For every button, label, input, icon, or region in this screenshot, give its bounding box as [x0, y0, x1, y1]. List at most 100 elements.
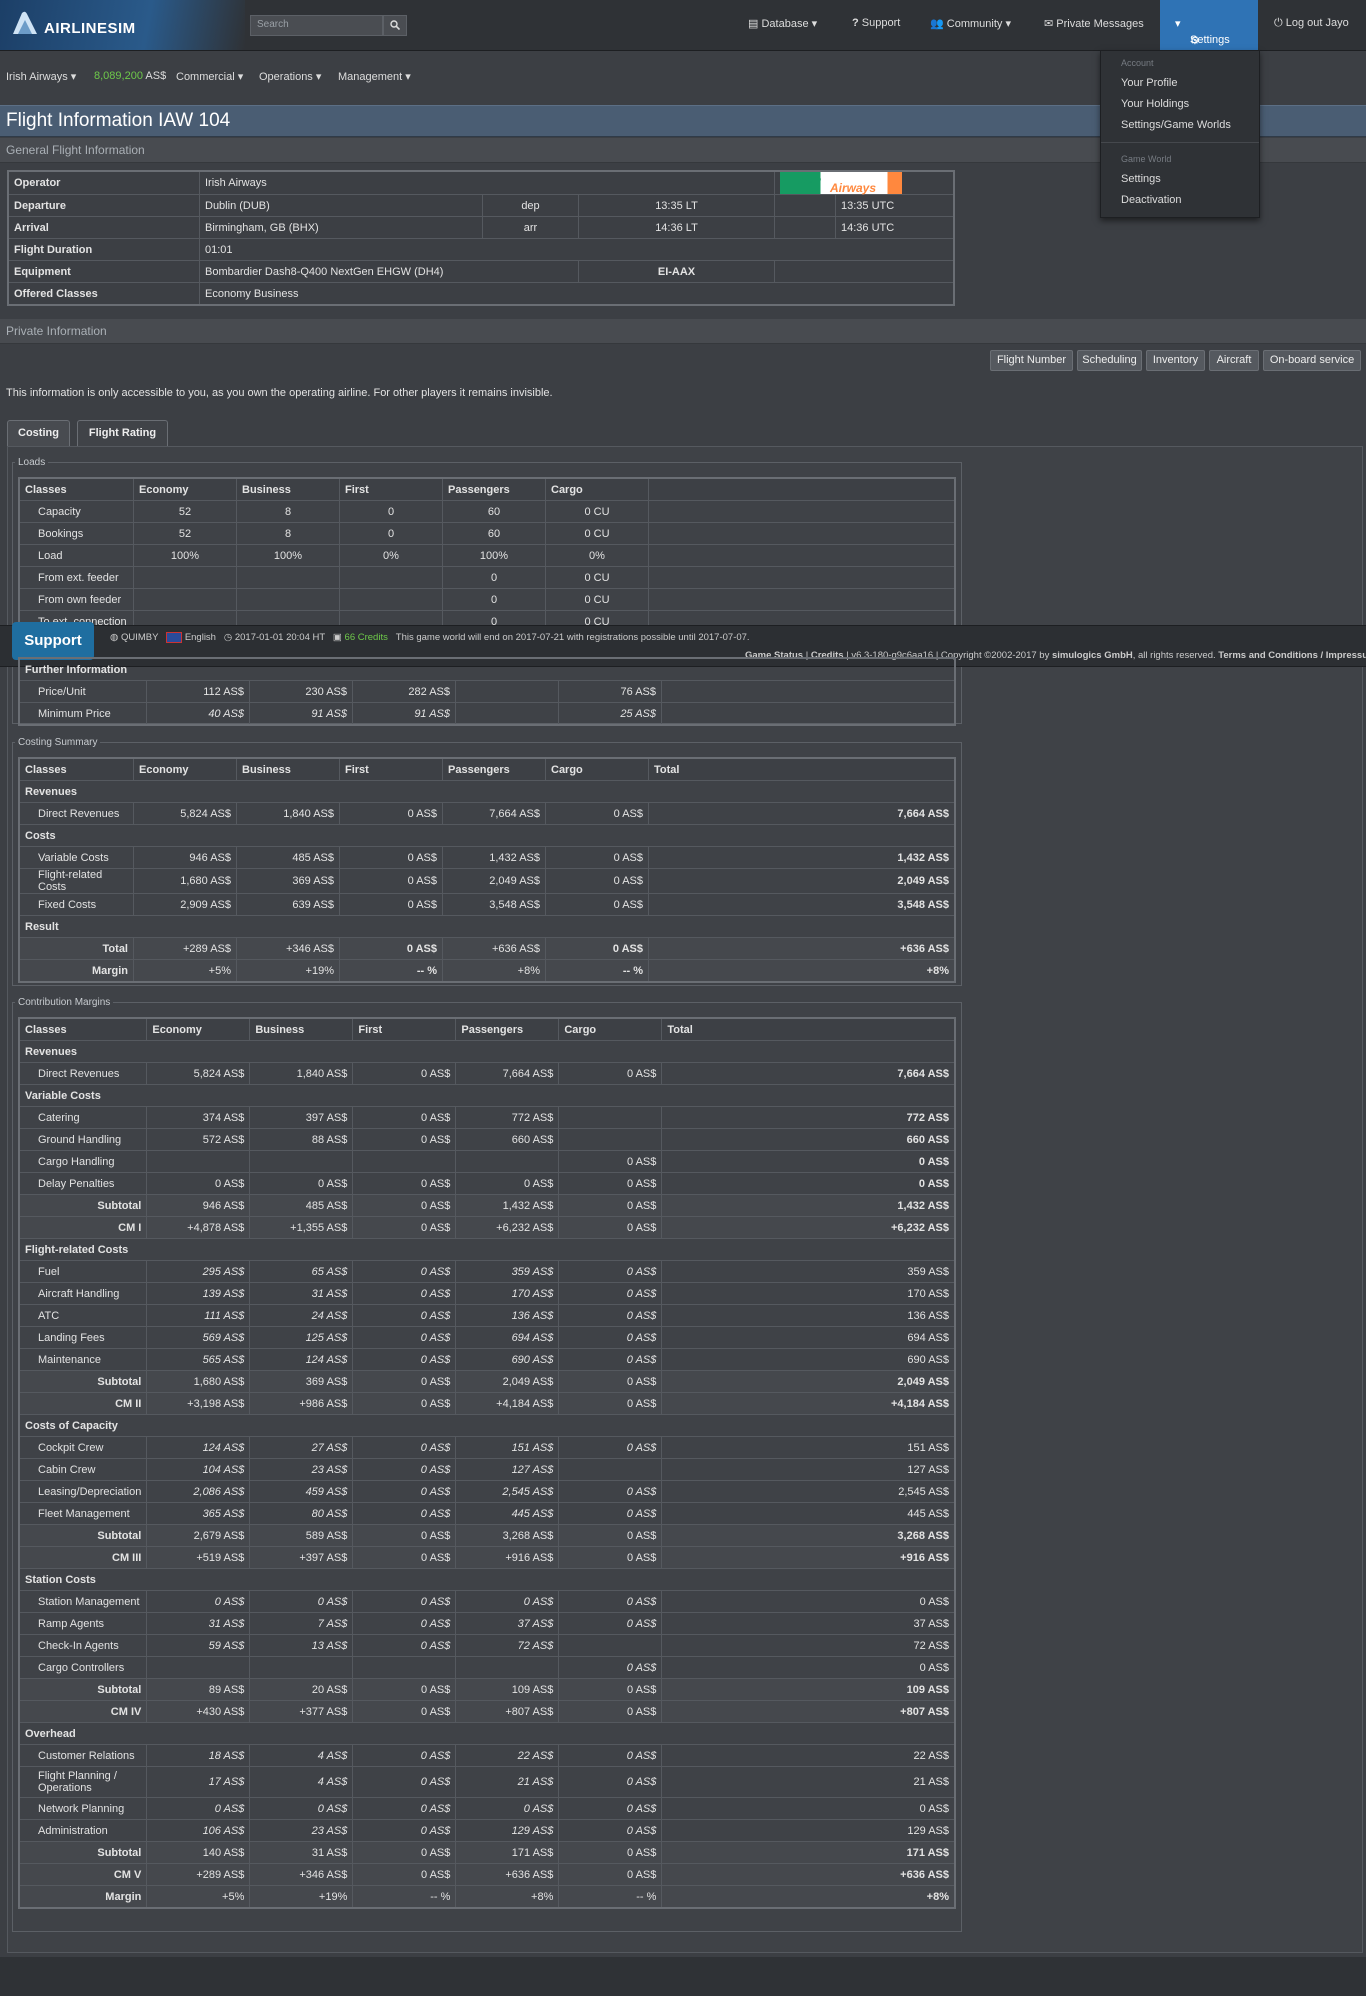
table-cell: 369 AS$: [249, 1370, 354, 1393]
table-cell: 65 AS$: [249, 1260, 354, 1283]
table-cell: 0 AS$: [558, 1392, 663, 1415]
game-world-name[interactable]: QUIMBY: [120, 632, 159, 644]
costing-summary-box: Costing Summary: [12, 737, 962, 986]
table-cell: 369 AS$: [236, 868, 340, 894]
search-button[interactable]: [383, 15, 407, 36]
row-label: CM II: [18, 1392, 148, 1415]
row-label: Leasing/Depreciation: [18, 1480, 148, 1503]
airline-selector[interactable]: Irish Airways ▾: [6, 71, 77, 83]
credits-link[interactable]: 66 Credits: [344, 632, 388, 644]
terms-link[interactable]: Terms and Conditions / Impressum: [1218, 650, 1366, 661]
nav-community[interactable]: 👥 Community ▾: [930, 18, 1011, 30]
table-cell: +397 AS$: [249, 1546, 354, 1569]
table-cell: 0 AS$: [249, 1797, 354, 1820]
table-cell: 109 AS$: [661, 1678, 956, 1701]
briefcase-icon: ▣: [332, 632, 342, 644]
row-label: Customer Relations: [18, 1744, 148, 1767]
table-cell: 0 AS$: [558, 1590, 663, 1613]
airlinesim-logo[interactable]: AIRLINESIM: [0, 0, 245, 50]
search-input[interactable]: Search: [250, 15, 383, 36]
table-cell: 125 AS$: [249, 1326, 354, 1349]
table-cell: 0 AS$: [352, 1062, 457, 1085]
menu-deactivation[interactable]: Deactivation: [1121, 194, 1182, 206]
menu-your-profile[interactable]: Your Profile: [1121, 77, 1178, 89]
table-cell: 0 AS$: [352, 1172, 457, 1195]
table-cell: 0 AS$: [352, 1612, 457, 1635]
table-header-row: Classes Economy Business First Passengers Car…: [18, 1017, 956, 1041]
menu-commercial[interactable]: Commercial ▾: [176, 71, 244, 83]
table-cell: +3,198 AS$: [146, 1392, 251, 1415]
table-cell: 0 AS$: [352, 1700, 457, 1723]
table-cell: 1,432 AS$: [442, 846, 546, 869]
operator-link[interactable]: Irish Airways: [199, 170, 775, 195]
table-cell: 0 AS$: [352, 1260, 457, 1283]
aircraft-button[interactable]: Aircraft: [1209, 350, 1259, 371]
table-cell: 2,545 AS$: [661, 1480, 956, 1503]
table-cell: 0 AS$: [558, 1172, 663, 1195]
game-status-link[interactable]: Game Status: [745, 650, 804, 661]
table-cell: 8: [236, 500, 340, 523]
table-cell: 0 AS$: [339, 802, 443, 825]
row-label: Subtotal: [18, 1678, 148, 1701]
support-button[interactable]: Support: [12, 622, 94, 660]
table-cell: [352, 1656, 457, 1679]
nav-private-messages[interactable]: ✉ Private Messages: [1044, 18, 1144, 30]
aircraft-registration[interactable]: EI-AAX: [578, 260, 775, 283]
flight-number-button[interactable]: Flight Number: [990, 350, 1073, 371]
table-cell: 0 AS$: [352, 1634, 457, 1657]
tab-costing[interactable]: Costing: [7, 420, 70, 446]
menu-settings-game-worlds[interactable]: Settings/Game Worlds: [1121, 119, 1231, 131]
category-label: Revenues: [18, 780, 956, 803]
row-label: Variable Costs: [18, 846, 134, 869]
table-cell: 0 AS$: [352, 1524, 457, 1547]
table-cell: +807 AS$: [661, 1700, 956, 1723]
table-cell: +636 AS$: [648, 937, 956, 960]
table-cell: 0: [442, 566, 546, 589]
table-row: Minimum Price 40 AS$ 91 AS$ 91 AS$ 25 AS$: [18, 702, 956, 726]
onboard-service-button[interactable]: On-board service: [1263, 350, 1361, 371]
table-cell: 0 AS$: [352, 1797, 457, 1820]
nav-database[interactable]: ▤ Database ▾: [748, 18, 818, 30]
table-cell: 589 AS$: [249, 1524, 354, 1547]
column-header: Economy: [133, 477, 237, 501]
table-cell: [558, 1106, 663, 1129]
table-cell: 1,840 AS$: [249, 1062, 354, 1085]
table-cell: 100%: [133, 544, 237, 567]
table-cell: 151 AS$: [661, 1436, 956, 1459]
table-cell: 2,049 AS$: [661, 1370, 956, 1393]
arrival-airport[interactable]: Birmingham, GB (BHX): [199, 216, 483, 239]
menu-management[interactable]: Management ▾: [338, 71, 411, 83]
table-cell: 572 AS$: [146, 1128, 251, 1151]
company-link[interactable]: simulogics GmbH: [1051, 650, 1133, 661]
table-cell: 3,268 AS$: [455, 1524, 560, 1547]
nav-logout[interactable]: ⏻ Log out Jayo: [1274, 17, 1349, 29]
table-cell: 639 AS$: [236, 893, 340, 916]
table-cell: 3,548 AS$: [442, 893, 546, 916]
credits-footer-link[interactable]: Credits: [810, 650, 844, 661]
departure-airport[interactable]: Dublin (DUB): [199, 194, 483, 217]
row-label: Cargo Controllers: [18, 1656, 148, 1679]
table-cell: 0 AS$: [558, 1700, 663, 1723]
nav-settings[interactable]: ⚙ Settings ▾: [1160, 0, 1258, 50]
language-selector[interactable]: English: [184, 632, 216, 644]
table-cell: 22 AS$: [455, 1744, 560, 1767]
row-label: Cockpit Crew: [18, 1436, 148, 1459]
menu-your-holdings[interactable]: Your Holdings: [1121, 98, 1190, 110]
row-label: Station Management: [18, 1590, 148, 1613]
contribution-margins-box: Contribution Margins: [12, 997, 962, 1932]
inventory-button[interactable]: Inventory: [1146, 350, 1205, 371]
row-label: Cargo Handling: [18, 1150, 148, 1173]
scheduling-button[interactable]: Scheduling: [1077, 350, 1142, 371]
nav-support[interactable]: ? Support: [852, 17, 901, 29]
table-cell: 0 AS$: [558, 1480, 663, 1503]
table-cell: 772 AS$: [661, 1106, 956, 1129]
table-cell: 80 AS$: [249, 1502, 354, 1525]
menu-settings[interactable]: Settings: [1121, 173, 1161, 185]
table-row: Ground Handling 572 AS$ 88 AS$ 0 AS$ 660 AS$…: [18, 1128, 956, 1151]
table-cell: 0 AS$: [455, 1590, 560, 1613]
private-info-header: Private Information: [0, 319, 1366, 344]
menu-operations[interactable]: Operations ▾: [259, 71, 322, 83]
equipment-link[interactable]: Bombardier Dash8-Q400 NextGen EHGW (DH4): [199, 260, 579, 283]
tab-flight-rating[interactable]: Flight Rating: [77, 420, 168, 446]
table-cell: 127 AS$: [455, 1458, 560, 1481]
